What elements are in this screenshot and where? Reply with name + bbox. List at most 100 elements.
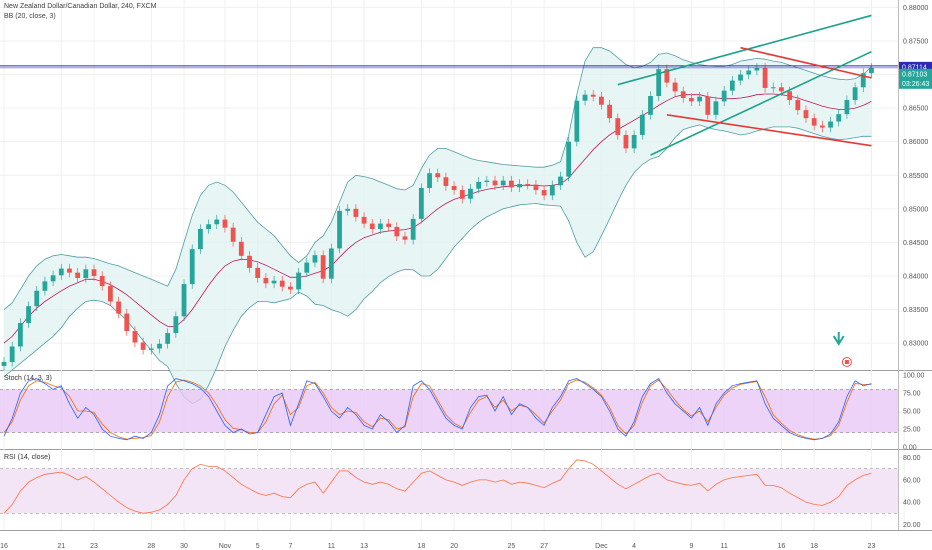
candle-body bbox=[836, 114, 842, 122]
price-axis-label: 75.00 bbox=[903, 391, 921, 398]
last-price-text: 0.87103 bbox=[902, 71, 927, 78]
candle-body bbox=[672, 82, 678, 92]
candle-body bbox=[500, 180, 506, 186]
candle-body bbox=[435, 173, 441, 178]
price-axis-label: 0.87500 bbox=[903, 38, 928, 45]
candle-body bbox=[279, 280, 285, 287]
candle-body bbox=[484, 180, 490, 182]
candle-body bbox=[394, 226, 400, 237]
time-axis-label: 9 bbox=[689, 543, 693, 550]
candle-body bbox=[99, 275, 105, 287]
candle-body bbox=[418, 188, 424, 219]
candle-body bbox=[558, 176, 563, 186]
price-axis-label: 60.00 bbox=[903, 477, 921, 484]
stoch-k-line bbox=[3, 378, 872, 441]
candle-body bbox=[639, 114, 645, 135]
candle-body bbox=[803, 110, 809, 119]
candle-body bbox=[721, 90, 727, 102]
candle-body bbox=[410, 218, 416, 240]
price-axis-label: 25.00 bbox=[903, 427, 921, 434]
candle-body bbox=[598, 96, 604, 105]
candle-body bbox=[116, 301, 121, 314]
price-axis-label: 0.83500 bbox=[903, 307, 928, 314]
price-axis-label: 0.88000 bbox=[903, 5, 928, 12]
price-axis-label: 100.00 bbox=[903, 373, 925, 380]
candle-body bbox=[852, 87, 858, 101]
candle-body bbox=[451, 186, 457, 191]
time-axis-label: 20 bbox=[450, 543, 458, 550]
candle-body bbox=[378, 223, 383, 229]
candle-body bbox=[705, 96, 711, 115]
candle-body bbox=[132, 331, 138, 343]
stoch-title: Stoch (14, 3, 3) bbox=[4, 375, 52, 382]
level-price-tag bbox=[899, 61, 932, 72]
price-pane[interactable] bbox=[0, 14, 898, 405]
candle-body bbox=[402, 236, 408, 240]
candle-body bbox=[165, 333, 171, 344]
candle-body bbox=[288, 286, 293, 290]
price-axis-label: 80.00 bbox=[903, 455, 921, 462]
candle-body bbox=[574, 100, 580, 142]
candle-body bbox=[271, 280, 277, 284]
candle-body bbox=[58, 268, 64, 276]
rsi-band-fill bbox=[0, 468, 898, 514]
stoch-d-line bbox=[3, 379, 872, 440]
candle-body bbox=[533, 184, 539, 191]
level-price-text: 0.87114 bbox=[902, 64, 927, 71]
price-axis-label: 0.85000 bbox=[903, 206, 928, 213]
candle-body bbox=[819, 125, 825, 128]
candle-body bbox=[369, 223, 375, 229]
candle-body bbox=[746, 70, 752, 75]
price-axis-label: 0.85500 bbox=[903, 173, 928, 180]
price-axis-label: 0.86000 bbox=[903, 139, 928, 146]
candle-body bbox=[173, 316, 179, 334]
time-axis-label: 21 bbox=[57, 543, 65, 550]
candle-body bbox=[770, 87, 776, 89]
rsi-pane[interactable]: RSI (14, close) bbox=[0, 454, 898, 514]
time-axis-label: 30 bbox=[180, 543, 188, 550]
bollinger-band-fill bbox=[4, 47, 872, 404]
stochastic-pane[interactable]: Stoch (14, 3, 3) bbox=[0, 375, 898, 441]
price-axis-label: 20.00 bbox=[903, 522, 921, 529]
candle-body bbox=[255, 267, 261, 278]
price-axis-label: 40.00 bbox=[903, 500, 921, 507]
candle-body bbox=[680, 91, 686, 99]
candle-body bbox=[181, 284, 187, 317]
candle-body bbox=[549, 185, 555, 196]
candle-body bbox=[648, 96, 653, 115]
candle-body bbox=[157, 343, 162, 349]
candle-body bbox=[238, 241, 244, 256]
candle-body bbox=[222, 219, 228, 228]
rsi-line bbox=[3, 459, 872, 514]
time-axis-label: 18 bbox=[417, 543, 425, 550]
time-axis-label: 4 bbox=[632, 543, 636, 550]
candle-body bbox=[320, 255, 326, 279]
candle-body bbox=[795, 100, 801, 111]
price-axis-label: 0.83000 bbox=[903, 341, 928, 348]
candle-body bbox=[296, 272, 302, 290]
axes: 0.880000.875000.870000.865000.860000.855… bbox=[0, 5, 928, 550]
candle-body bbox=[304, 262, 310, 273]
candle-body bbox=[860, 73, 866, 88]
trend-line bbox=[740, 46, 872, 79]
candle-body bbox=[353, 208, 359, 217]
candle-body bbox=[230, 227, 236, 242]
candle-body bbox=[508, 180, 514, 188]
candle-body bbox=[26, 306, 31, 323]
candle-body bbox=[337, 210, 342, 249]
signal-arrow-icon bbox=[832, 332, 845, 346]
candle-body bbox=[361, 216, 367, 224]
time-axis-label: 23 bbox=[90, 543, 98, 550]
candle-body bbox=[811, 118, 817, 126]
candle-body bbox=[623, 134, 629, 149]
time-axis-label: 11 bbox=[721, 543, 728, 550]
trend-line bbox=[617, 14, 872, 86]
price-axis-label: 0.84000 bbox=[903, 273, 928, 280]
candle-body bbox=[590, 94, 596, 97]
time-axis-label: 11 bbox=[328, 543, 335, 550]
time-axis-label: 28 bbox=[147, 543, 155, 550]
time-axis-label: 5 bbox=[256, 543, 260, 550]
candle-body bbox=[631, 134, 637, 149]
candle-body bbox=[517, 183, 522, 188]
